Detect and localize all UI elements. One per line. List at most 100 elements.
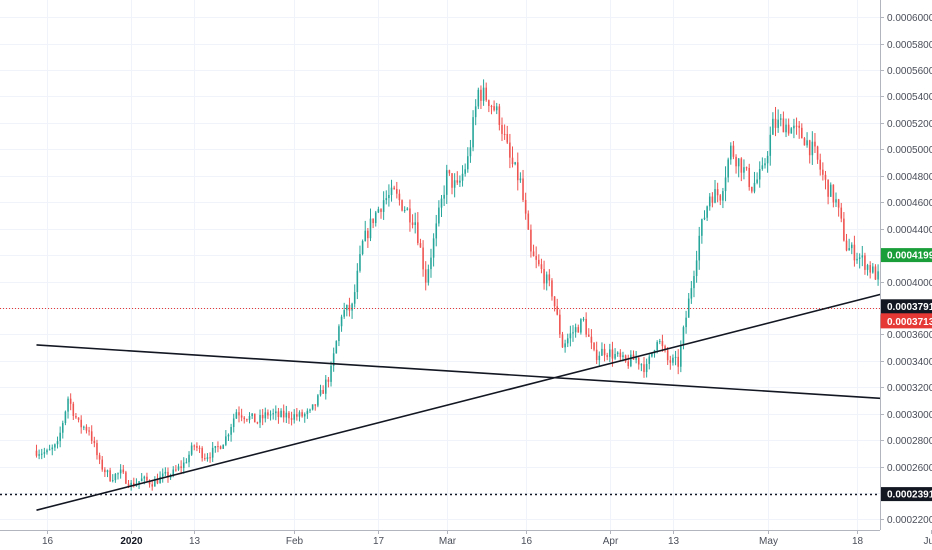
candle-body [737, 158, 740, 167]
time-tick-label: Feb [286, 536, 304, 547]
candle-body [490, 106, 493, 107]
candle-body [275, 411, 277, 414]
candle-body [448, 170, 451, 174]
candle-body [840, 207, 843, 219]
candle-body [148, 480, 151, 485]
candle-body [367, 230, 369, 239]
candle-body [338, 326, 340, 342]
candle-body [182, 462, 185, 469]
candle-body [545, 274, 548, 284]
candle-body [740, 158, 743, 173]
candle-body [211, 447, 214, 458]
candle-body [835, 199, 837, 203]
time-tick-label: 2020 [120, 536, 143, 547]
candle-body [430, 257, 432, 270]
candle-body [877, 271, 879, 280]
candle-body [819, 159, 822, 170]
candle-body [393, 187, 395, 190]
candle-body [396, 189, 398, 194]
candle-body [640, 364, 643, 366]
candle-body [627, 361, 630, 367]
candle-body [217, 446, 219, 448]
candle-body [829, 184, 832, 197]
drawn-lines[interactable] [0, 280, 932, 511]
candle-body [506, 134, 509, 143]
candle-body [864, 255, 866, 270]
candle-body [261, 415, 264, 419]
candle-body [35, 450, 38, 456]
candle-body [477, 89, 480, 107]
candle-body [398, 193, 401, 201]
candle-body [227, 434, 230, 437]
candle-body [164, 471, 167, 474]
candle-body [83, 426, 85, 428]
candle-body [219, 446, 222, 449]
time-tick-label: Apr [603, 536, 619, 547]
candle-body [551, 280, 553, 297]
candle-body [243, 417, 246, 420]
candle-body [730, 145, 732, 160]
candle-body [251, 413, 253, 417]
candle-body [256, 422, 259, 424]
candle-body [622, 355, 624, 358]
candle-body [514, 162, 516, 165]
candle-body [267, 412, 269, 416]
ascending-trendline[interactable] [36, 280, 932, 511]
candle-body [777, 119, 779, 128]
candle-body [719, 195, 722, 201]
candle-body [722, 191, 724, 201]
candle-body [403, 209, 406, 211]
candle-body [348, 304, 351, 311]
candle-body [46, 450, 48, 453]
candle-body [593, 342, 595, 350]
candle-body [385, 198, 388, 201]
candle-body [745, 167, 748, 169]
candle-body [48, 449, 51, 451]
candle-body [356, 270, 359, 293]
candle-body [232, 418, 235, 428]
candle-body [753, 182, 756, 192]
candle-body [77, 417, 80, 420]
candle-body [59, 432, 61, 442]
candle-body [727, 159, 729, 178]
candle-body [795, 125, 798, 127]
candle-body [690, 288, 693, 299]
candle-body [225, 436, 227, 445]
candle-body [772, 118, 774, 135]
candle-body [330, 365, 332, 382]
candle-body [577, 327, 580, 333]
candle-body [346, 304, 348, 311]
candle-body [409, 208, 411, 223]
candle-body [756, 179, 758, 183]
candle-body [43, 452, 46, 454]
candle-body [782, 118, 785, 133]
candle-body [314, 404, 317, 406]
candle-body [288, 412, 290, 419]
candle-body [635, 357, 637, 360]
candle-body [469, 147, 472, 157]
candle-body [748, 167, 750, 187]
candle-body [130, 482, 132, 487]
candle-body [322, 389, 324, 394]
candle-body [724, 177, 727, 192]
time-axis[interactable]: 16 2020 13 Feb 17 Mar 16 Apr 13 May 18 Jun [0, 530, 932, 547]
candle-body [209, 457, 211, 459]
candle-body [793, 125, 795, 129]
candle-body [751, 186, 753, 192]
candle-body [61, 423, 64, 433]
chart-grid [0, 0, 880, 530]
candle-body [790, 128, 793, 134]
descending-trendline[interactable] [36, 344, 932, 403]
candle-body [785, 124, 787, 133]
candle-body [535, 256, 537, 260]
time-tick-label: Mar [439, 536, 457, 547]
candle-body [298, 412, 301, 417]
candle-body [167, 471, 169, 478]
time-tick-label: 13 [189, 536, 201, 547]
price-axis[interactable]: 0.000220000.000240000.000260000.00028000… [880, 0, 932, 550]
candle-body [151, 484, 153, 487]
candle-body [464, 169, 466, 174]
